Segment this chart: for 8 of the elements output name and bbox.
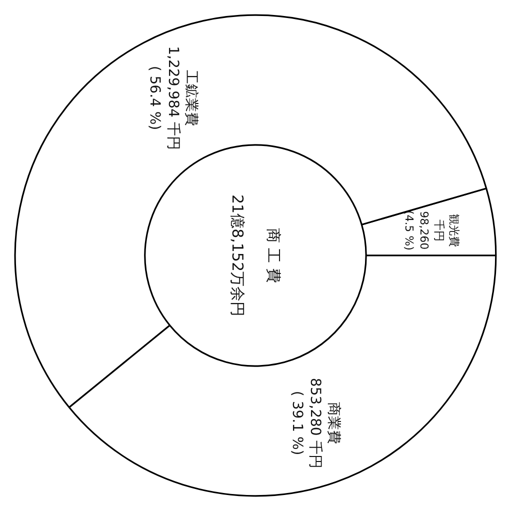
data-label: 1,229,984 千円 ( 56.4 %) xyxy=(146,46,181,150)
slice-label: 工鉱業費 xyxy=(183,70,200,126)
text: 商 工 費 xyxy=(264,228,282,283)
text: 21億8,152万余円 xyxy=(228,194,246,317)
slice-label: 観光費 xyxy=(448,214,461,247)
slice-label: 商業費 xyxy=(326,402,342,444)
data-label: 千円 98,260 (4.5 %) xyxy=(402,210,446,250)
data-label: 853,280 千円 ( 39.1 %) xyxy=(288,378,324,468)
